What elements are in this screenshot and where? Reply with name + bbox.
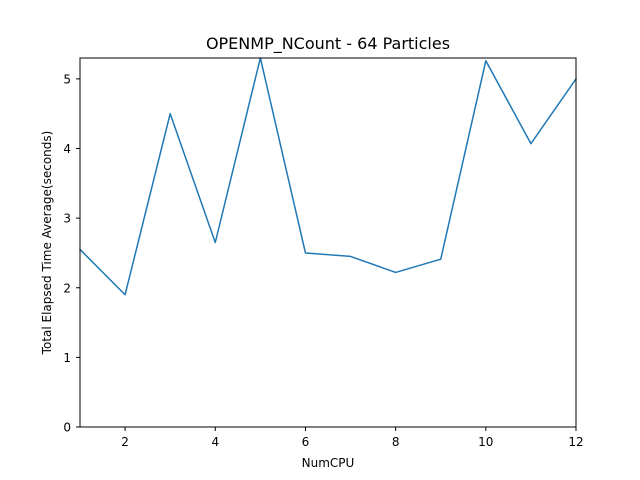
series-layer [78, 57, 578, 296]
y-tick-label: 0 [63, 421, 71, 435]
y-axis-ticks: 0 1 2 3 4 5 [63, 72, 80, 435]
x-tick-label: 2 [121, 435, 129, 449]
y-axis-label: Total Elapsed Time Average(seconds) [40, 131, 54, 356]
plot-area [80, 58, 576, 427]
x-tick-label: 12 [568, 435, 583, 449]
y-tick-label: 2 [63, 281, 71, 295]
x-tick-label: 6 [302, 435, 310, 449]
chart-title: OPENMP_NCount - 64 Particles [206, 34, 450, 54]
x-tick-label: 10 [478, 435, 493, 449]
y-tick-label: 3 [63, 212, 71, 226]
y-tick-label: 4 [63, 142, 71, 156]
y-tick-label: 5 [63, 72, 71, 86]
plot-frame [79, 57, 577, 428]
x-axis-ticks: 2 4 6 8 10 12 [121, 427, 584, 449]
x-tick-label: 4 [211, 435, 219, 449]
series-line-0 [78, 57, 578, 296]
y-tick-label: 1 [63, 351, 71, 365]
x-axis-label: NumCPU [302, 456, 355, 470]
x-tick-label: 8 [392, 435, 400, 449]
